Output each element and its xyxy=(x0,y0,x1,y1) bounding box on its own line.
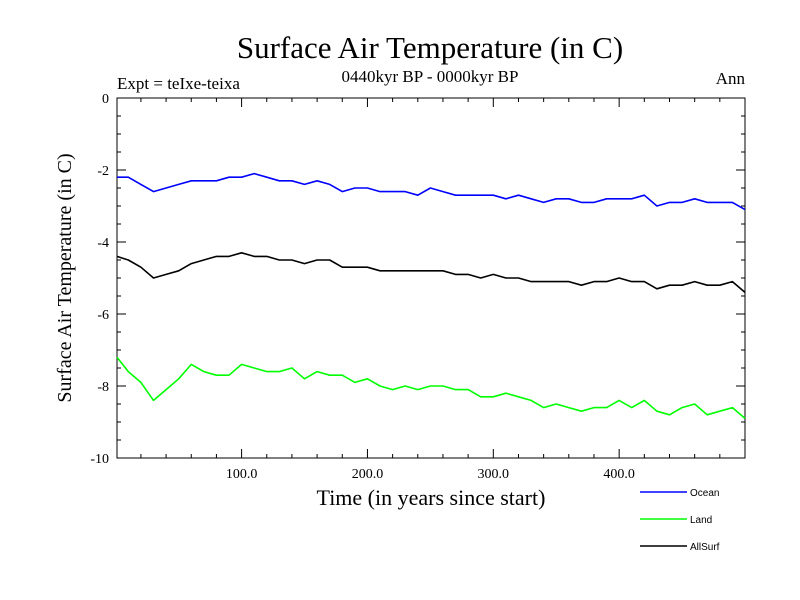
y-tick-label: -4 xyxy=(97,236,109,251)
minor-ticks xyxy=(117,97,745,459)
season-label: Ann xyxy=(716,69,746,88)
series-line-ocean xyxy=(117,172,746,211)
y-tick-label: -10 xyxy=(90,452,109,467)
x-axis-ticks: 100.0 200.0 300.0 400.0 xyxy=(226,467,635,482)
x-tick-label: 300.0 xyxy=(478,467,510,482)
x-tick-label: 400.0 xyxy=(603,467,635,482)
legend-label-allsurf: AllSurf xyxy=(690,542,720,553)
legend: Ocean Land AllSurf xyxy=(640,488,720,553)
x-axis-label: Time (in years since start) xyxy=(317,485,546,510)
series-line-allsurf xyxy=(116,252,746,294)
experiment-label: Expt = teIxe-teixa xyxy=(117,74,240,93)
plot-frame xyxy=(116,97,746,459)
y-tick-label: 0 xyxy=(102,92,109,107)
legend-label-ocean: Ocean xyxy=(690,488,719,499)
chart-subtitle: 0440kyr BP - 0000kyr BP xyxy=(342,67,519,86)
x-tick-label: 200.0 xyxy=(352,467,384,482)
series-line-land xyxy=(116,356,746,420)
y-tick-label: -8 xyxy=(97,380,109,395)
legend-label-land: Land xyxy=(690,515,712,526)
y-tick-label: -2 xyxy=(97,164,109,179)
y-axis-ticks: 0 -2 -4 -6 -8 -10 xyxy=(90,92,109,467)
x-tick-label: 100.0 xyxy=(226,467,258,482)
series-group xyxy=(116,172,746,420)
chart-title: Surface Air Temperature (in C) xyxy=(237,30,623,65)
y-tick-label: -6 xyxy=(97,308,109,323)
y-axis-label: Surface Air Temperature (in C) xyxy=(54,153,76,402)
